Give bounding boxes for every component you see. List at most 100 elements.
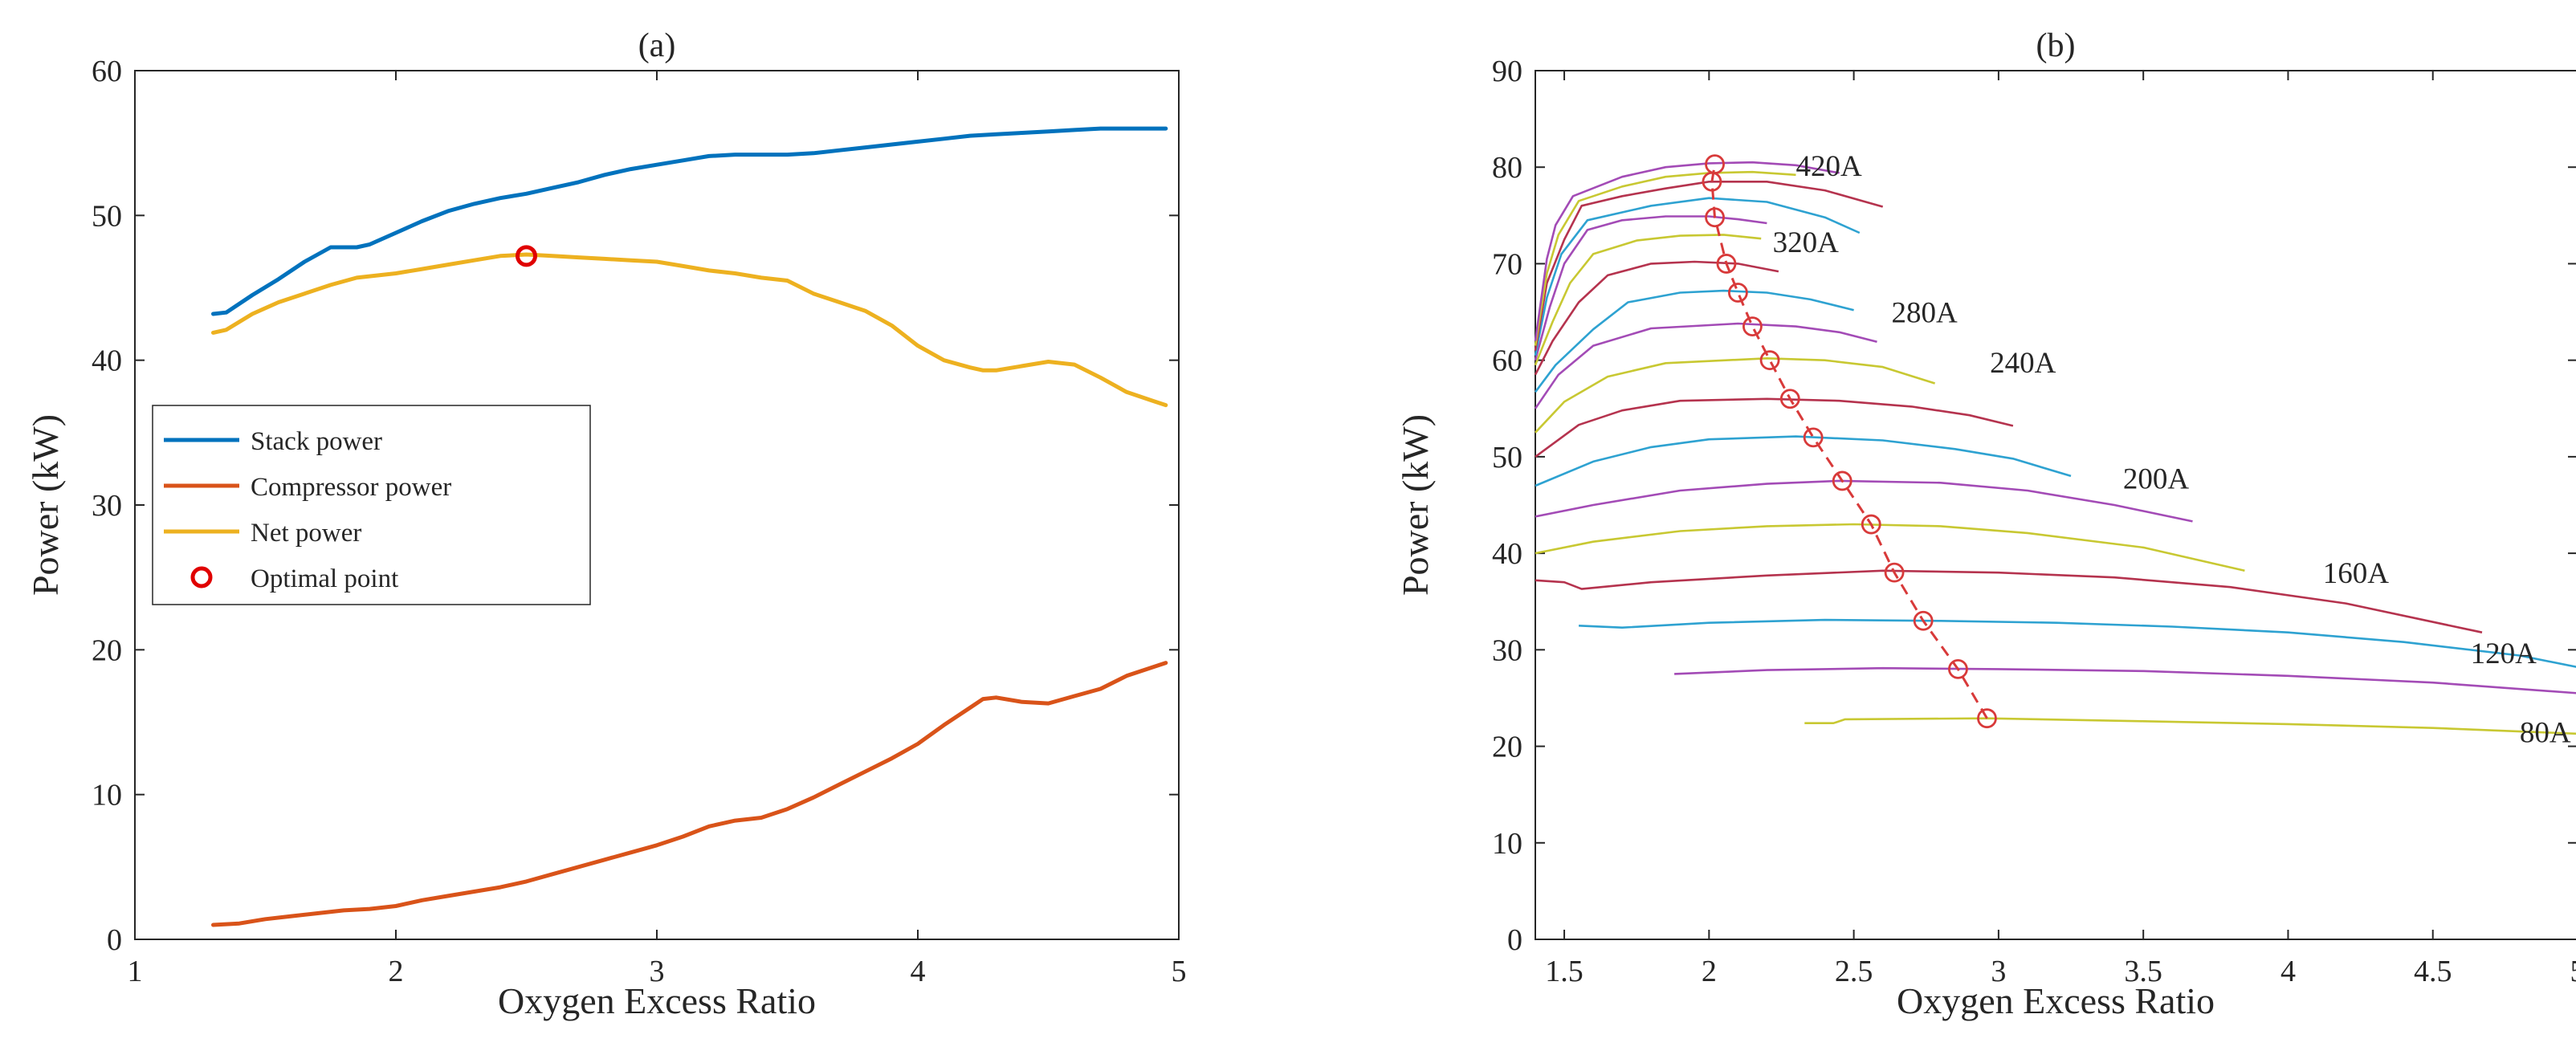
panel-b-optimal-path	[1702, 154, 1997, 729]
panel-a: (a) 1 2 3 4 5 0 10 20 30 40 50 60 Oxygen Excess Ra…	[25, 27, 1187, 1021]
legend-net-power-label: Net power	[251, 519, 361, 548]
series-line-compressor-power	[211, 661, 1168, 927]
x-tick-label: 1.5	[1545, 955, 1584, 988]
optimal-point-marker	[1779, 389, 1800, 409]
optimal-point-marker	[1884, 562, 1905, 583]
legend-optimal-point-label: Optimal point	[251, 564, 398, 593]
y-tick-label: 60	[1492, 344, 1522, 378]
panel-b-title: (b)	[2036, 27, 2076, 64]
optimal-point-marker	[1948, 658, 1968, 679]
y-tick-label: 0	[1507, 923, 1522, 957]
current-curve-13	[1534, 234, 1762, 366]
optimal-point-marker	[1913, 610, 1934, 631]
y-tick-label: 60	[92, 55, 122, 88]
current-curve-7	[1535, 435, 2072, 487]
optimal-point-marker	[1727, 283, 1748, 303]
x-tick-label: 4.5	[2414, 955, 2452, 988]
optimal-point-marker	[1861, 514, 1881, 535]
optimal-path-line	[1710, 164, 1988, 719]
current-label-200a: 200A	[2123, 462, 2190, 495]
panel-b-x-axis-label: Oxygen Excess Ratio	[1897, 980, 2215, 1021]
panel-a-x-ticks: 1 2 3 4 5	[128, 71, 1187, 988]
optimal-point-marker	[1742, 316, 1763, 336]
panel-a-series	[211, 126, 1168, 927]
panel-b-y-axis-label: Power (kW)	[1395, 414, 1436, 596]
x-tick-label: 5	[2570, 955, 2576, 988]
panel-b-axes-box	[1535, 70, 2576, 940]
current-curve-9	[1535, 356, 1935, 434]
optimal-point-marker	[1803, 427, 1824, 448]
x-tick-label: 2	[389, 955, 404, 988]
panel-a-y-axis-label: Power (kW)	[25, 414, 66, 596]
panel-b-curves	[1534, 161, 2576, 735]
current-label-120a: 120A	[2471, 637, 2537, 670]
current-curve-8	[1535, 397, 2014, 458]
y-tick-label: 90	[1492, 55, 1522, 88]
optimal-point-marker	[1705, 154, 1725, 175]
x-tick-label: 4	[2280, 955, 2296, 988]
current-curve-17	[1534, 170, 1796, 346]
optimal-point-marker	[1759, 350, 1780, 371]
panel-b-y-ticks: 0 10 20 30 40 50 60 70 80 90	[1492, 55, 2576, 957]
panel-b: (b) 1.5 2 2.5 3 3.5 4 4.5 5 0 10 20 30 40 50 60 70 80 90…	[1395, 27, 2576, 1021]
y-tick-label: 30	[92, 489, 122, 523]
current-curve-15	[1534, 197, 1861, 356]
current-curve-5	[1535, 523, 2245, 572]
y-tick-label: 70	[1492, 247, 1522, 281]
x-tick-label: 3	[1991, 955, 2006, 988]
y-tick-label: 20	[1492, 731, 1522, 764]
current-label-240a: 240A	[1990, 347, 2056, 380]
current-curve-10	[1534, 322, 1877, 409]
y-tick-label: 40	[92, 344, 122, 378]
y-tick-label: 10	[1492, 827, 1522, 861]
current-curve-1	[1804, 717, 2576, 735]
current-label-160a: 160A	[2323, 557, 2390, 590]
panel-b-current-labels: 420A 320A 280A 240A 200A 160A 120A 80A	[1773, 150, 2571, 750]
series-line-stack-power	[211, 126, 1168, 316]
current-curve-14	[1534, 215, 1767, 361]
optimal-point-marker	[1705, 207, 1725, 228]
panel-b-x-ticks: 1.5 2 2.5 3 3.5 4 4.5 5	[1545, 71, 2576, 988]
optimal-point-marker	[1716, 254, 1737, 274]
y-tick-label: 80	[1492, 151, 1522, 185]
y-tick-label: 40	[1492, 537, 1522, 571]
current-curve-6	[1535, 479, 2193, 523]
series-line-net-power	[211, 252, 1168, 408]
panel-a-optimal-marker	[516, 245, 537, 267]
y-tick-label: 10	[92, 779, 122, 813]
panel-a-legend: Stack power Compressor power Net power O…	[152, 405, 591, 605]
optimal-point-marker	[516, 245, 537, 267]
current-curve-12	[1534, 260, 1779, 376]
x-tick-label: 4	[911, 955, 926, 988]
y-tick-label: 50	[92, 199, 122, 233]
current-curve-18	[1534, 161, 1840, 341]
x-tick-label: 1	[128, 955, 143, 988]
y-tick-label: 0	[107, 923, 122, 957]
current-label-280a: 280A	[1891, 297, 1958, 330]
current-curve-4	[1535, 569, 2483, 633]
current-curve-16	[1534, 181, 1884, 351]
current-curve-2	[1674, 666, 2576, 694]
x-tick-label: 3.5	[2124, 955, 2162, 988]
current-label-80a: 80A	[2520, 717, 2571, 750]
legend-compressor-power-label: Compressor power	[251, 473, 451, 502]
current-label-320a: 320A	[1773, 226, 1840, 259]
panel-a-y-ticks: 0 10 20 30 40 50 60	[92, 55, 1179, 957]
legend-stack-power-label: Stack power	[251, 427, 382, 456]
x-tick-label: 2	[1702, 955, 1717, 988]
current-curve-3	[1579, 618, 2576, 668]
y-tick-label: 20	[92, 633, 122, 667]
x-tick-label: 3	[650, 955, 665, 988]
y-tick-label: 50	[1492, 441, 1522, 474]
optimal-point-marker	[1832, 470, 1853, 491]
current-label-420a: 420A	[1796, 150, 1863, 183]
panel-a-title: (a)	[638, 27, 676, 64]
panel-a-x-axis-label: Oxygen Excess Ratio	[498, 980, 816, 1021]
current-curve-11	[1534, 289, 1854, 393]
y-tick-label: 30	[1492, 633, 1522, 667]
optimal-point-marker	[1977, 708, 1997, 729]
x-tick-label: 5	[1172, 955, 1187, 988]
x-tick-label: 2.5	[1835, 955, 1873, 988]
legend-optimal-point-marker	[190, 566, 213, 589]
